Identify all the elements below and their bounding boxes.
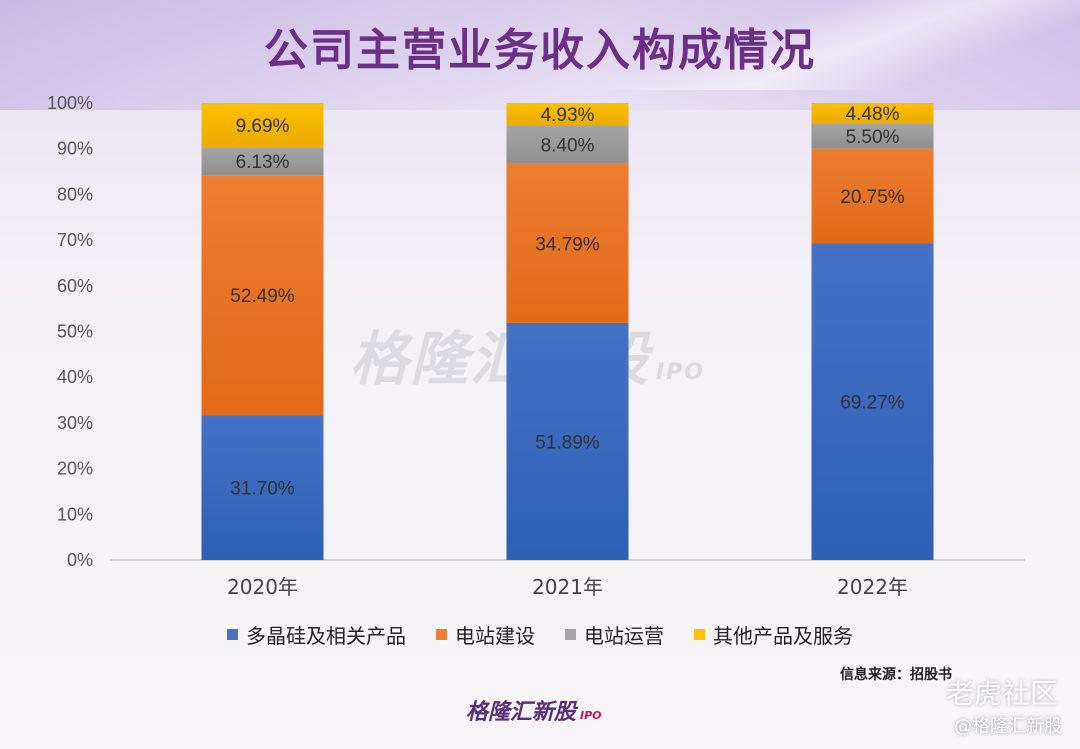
y-tick-label: 100% (47, 93, 93, 113)
legend-label: 电站建设 (455, 624, 535, 648)
chart-title: 公司主营业务收入构成情况 (264, 25, 816, 76)
bar-segment (811, 123, 934, 149)
header-stripe (600, 0, 1080, 90)
data-label: 8.40% (541, 136, 595, 157)
data-label: 52.49% (230, 286, 295, 307)
x-tick-label: 2022年 (837, 575, 908, 599)
y-tick-label: 40% (57, 367, 93, 387)
legend-item: 其他产品及服务 (694, 620, 853, 649)
y-tick-label: 10% (57, 504, 93, 524)
bar-segment (201, 415, 324, 560)
legend-swatch (565, 629, 576, 640)
data-label: 20.75% (840, 187, 905, 208)
bar-segment (811, 243, 934, 560)
x-tick-label: 2021年 (532, 575, 603, 599)
bar-segment (201, 175, 324, 416)
legend-label: 电站运营 (584, 624, 664, 648)
legend-swatch (694, 629, 705, 640)
y-tick-label: 90% (57, 139, 93, 159)
y-tick-label: 60% (57, 276, 93, 296)
y-tick-label: 50% (57, 322, 93, 342)
bar-segment (811, 103, 934, 124)
data-label: 4.48% (846, 104, 900, 125)
data-label: 9.69% (236, 116, 290, 137)
legend-label: 其他产品及服务 (713, 624, 853, 648)
brand-name: 格隆汇新股 (466, 700, 577, 725)
brand-tag: IPO (580, 709, 602, 722)
stacked-bar-chart: 0% 10% 20% 30% 40% 50% 60% 70% 80% 90% 100% 31.70% 5… (47, 93, 1025, 599)
data-label: 31.70% (230, 479, 295, 500)
bar-segment (506, 125, 629, 164)
x-tick-label: 2020年 (227, 575, 298, 599)
corner-watermark-top: 老虎社区 (945, 677, 1058, 710)
chart-legend: 多晶硅及相关产品 电站建设 电站运营 其他产品及服务 (0, 620, 1080, 649)
legend-label: 多晶硅及相关产品 (246, 624, 406, 648)
legend-swatch (436, 629, 447, 640)
legend-swatch (227, 629, 238, 640)
y-tick-label: 20% (57, 459, 93, 479)
data-label: 6.13% (236, 152, 290, 173)
legend-item: 电站运营 (565, 620, 664, 649)
bar-segment (201, 147, 324, 176)
data-label: 69.27% (840, 393, 905, 414)
data-label: 34.79% (535, 234, 600, 255)
y-tick-label: 70% (57, 230, 93, 250)
bar-segment (506, 102, 629, 126)
bar-segment (506, 322, 629, 560)
watermark-tag: IPO (656, 360, 706, 385)
brand-logo: 格隆汇新股 IPO (466, 694, 602, 726)
bar-segment (201, 102, 324, 148)
bar-segment (506, 163, 629, 323)
legend-item: 多晶硅及相关产品 (227, 620, 406, 649)
bar-segment (811, 148, 934, 244)
data-label: 51.89% (535, 432, 600, 453)
y-tick-label: 0% (67, 550, 93, 570)
source-note: 信息来源：招股书 (840, 667, 952, 683)
y-tick-label: 80% (57, 184, 93, 204)
data-label: 5.50% (846, 127, 900, 148)
y-tick-label: 30% (57, 413, 93, 433)
legend-item: 电站建设 (436, 620, 535, 649)
corner-watermark-bottom: @格隆汇新股 (954, 716, 1062, 737)
data-label: 4.93% (541, 105, 595, 126)
